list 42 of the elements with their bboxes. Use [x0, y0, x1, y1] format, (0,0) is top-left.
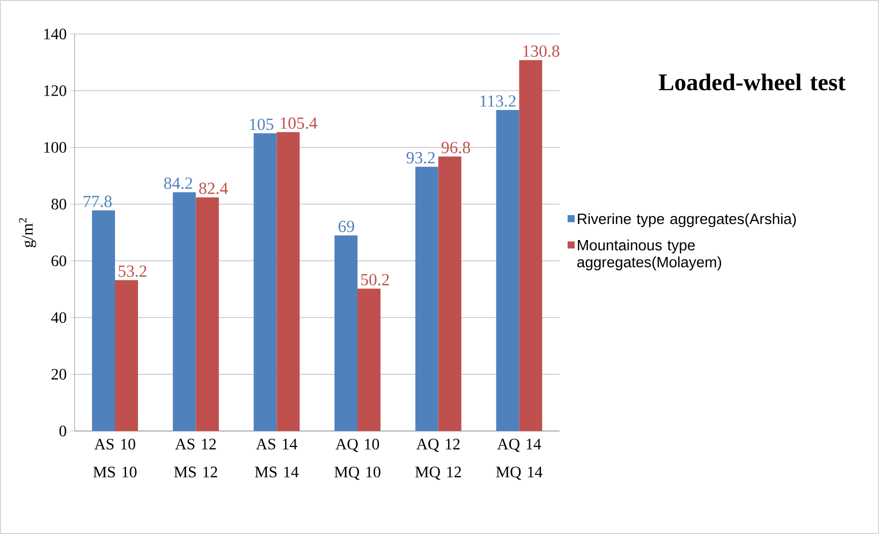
x-tick-label: AS 10 MS 10: [93, 438, 137, 478]
bar: [415, 166, 438, 431]
y-tick-label: 40: [51, 312, 66, 323]
legend-label: Mountainous type aggregates(Molayem): [577, 239, 722, 270]
data-label: 50.2: [361, 274, 389, 286]
bar: [92, 210, 115, 431]
y-axis-title: g/m$^{2}$: [18, 218, 36, 248]
y-tick-label: 60: [52, 255, 66, 266]
x-tick-label: AS 12 MS 12: [174, 438, 218, 478]
x-tick-label: AQ 14 MQ 14: [496, 438, 542, 480]
bar: [196, 197, 219, 431]
bar: [334, 235, 358, 431]
data-label: 69: [338, 220, 354, 232]
data-label: 96.8: [442, 142, 470, 154]
data-label: 105.4: [280, 117, 318, 129]
y-tick-label: 0: [59, 426, 66, 436]
data-label: 113.2: [480, 95, 516, 107]
y-tick-label: 20: [52, 368, 66, 380]
data-label: 77.8: [84, 196, 112, 208]
data-label: 82.4: [199, 182, 228, 194]
data-label: 130.8: [523, 45, 560, 57]
bar: [496, 110, 520, 431]
text: Loaded-wheel test: [658, 74, 846, 90]
y-tick-label: 100: [44, 142, 66, 153]
x-tick-label: AQ 10 MQ 10: [334, 438, 380, 480]
x-tick-label: AS 14 MS 14: [254, 438, 299, 478]
x-tick-label: AQ 12 MQ 12: [415, 438, 461, 480]
y-tick-label: 140: [44, 28, 66, 40]
bar: [254, 133, 277, 431]
data-label: 93.2: [406, 152, 435, 164]
bar: [358, 288, 380, 431]
y-tick-label: 80: [51, 198, 66, 210]
data-label: 53.2: [118, 265, 146, 277]
data-label: 105: [250, 118, 274, 130]
data-label: 84.2: [164, 178, 192, 190]
legend-label: Riverine type aggregates(Arshia): [578, 213, 796, 228]
bar: [519, 60, 542, 431]
bar: [115, 280, 138, 431]
bar: [438, 156, 462, 431]
bar: [172, 192, 196, 431]
y-tick-label: 120: [44, 85, 66, 96]
bar: [276, 132, 300, 431]
